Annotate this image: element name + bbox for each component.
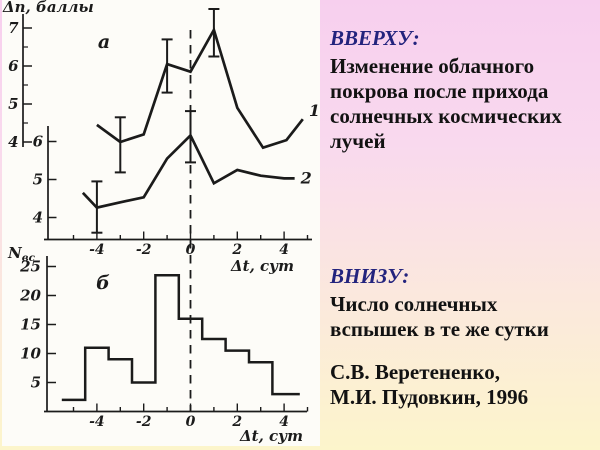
bottom-x-tick-label: -4 <box>89 414 105 430</box>
histogram-steps <box>61 273 300 402</box>
outer-y-tick-label: 6 <box>8 57 19 75</box>
curve-label-1: 1 <box>309 101 320 120</box>
caption-top-heading: ВВЕРХУ: <box>330 26 420 50</box>
panel-label-a: а <box>98 31 110 53</box>
top-x-axis-title: Δt, сут <box>230 257 294 275</box>
caption-top: ВВЕРХУ: Изменение облачного покрова посл… <box>330 26 596 154</box>
bottom-y-tick-label: 20 <box>19 287 41 305</box>
top-x-tick-label: 2 <box>231 242 242 258</box>
caption-top-line: Изменение облачного <box>330 54 535 78</box>
caption-bottom-line: вспышек в те же сутки <box>330 317 549 341</box>
credit-line: М.И. Пудовкин, 1996 <box>330 385 529 409</box>
caption-top-line: покрова после прихода <box>330 79 549 103</box>
inner-y-tick-label: 4 <box>33 209 43 227</box>
outer-y-tick-label: 5 <box>8 95 18 113</box>
bottom-x-tick-label: 4 <box>279 414 289 430</box>
outer-y-tick-label: 7 <box>8 19 19 37</box>
bottom-y-tick-label: 5 <box>31 374 41 392</box>
caption-bottom: ВНИЗУ: Число солнечных вспышек в те же с… <box>330 264 596 342</box>
bottom-x-tick-label: 0 <box>186 414 196 430</box>
curve-1 <box>96 26 304 150</box>
bottom-y-tick-label: 25 <box>19 258 41 276</box>
credit-line: С.В. Веретененко, <box>330 360 500 384</box>
caption-top-line: солнечных космических <box>330 104 562 128</box>
top-y-axis-title: Δп, баллы <box>2 0 94 16</box>
top-x-tick-label: -4 <box>89 242 105 258</box>
caption-top-line: лучей <box>330 129 386 153</box>
bottom-y-tick-label: 10 <box>20 345 41 363</box>
outer-y-tick-label: 4 <box>8 133 18 151</box>
credit: С.В. Веретененко, М.И. Пудовкин, 1996 <box>330 360 596 410</box>
inner-y-tick-label: 6 <box>33 133 44 151</box>
caption-bottom-line: Число солнечных <box>330 292 498 316</box>
bottom-x-tick-label: 2 <box>231 414 242 430</box>
bottom-x-tick-label: -2 <box>136 414 152 430</box>
top-x-tick-label: 4 <box>279 242 289 258</box>
caption-bottom-heading: ВНИЗУ: <box>330 264 410 288</box>
panel-label-b: б <box>96 272 110 294</box>
bottom-x-axis-title: Δt, сут <box>239 427 303 445</box>
top-x-tick-label: -2 <box>136 242 152 258</box>
top-x-tick-label: 0 <box>186 242 196 258</box>
curve-label-2: 2 <box>300 168 312 187</box>
figure-background <box>2 0 320 446</box>
bottom-y-tick-label: 15 <box>20 316 41 334</box>
inner-y-tick-label: 5 <box>33 171 43 189</box>
